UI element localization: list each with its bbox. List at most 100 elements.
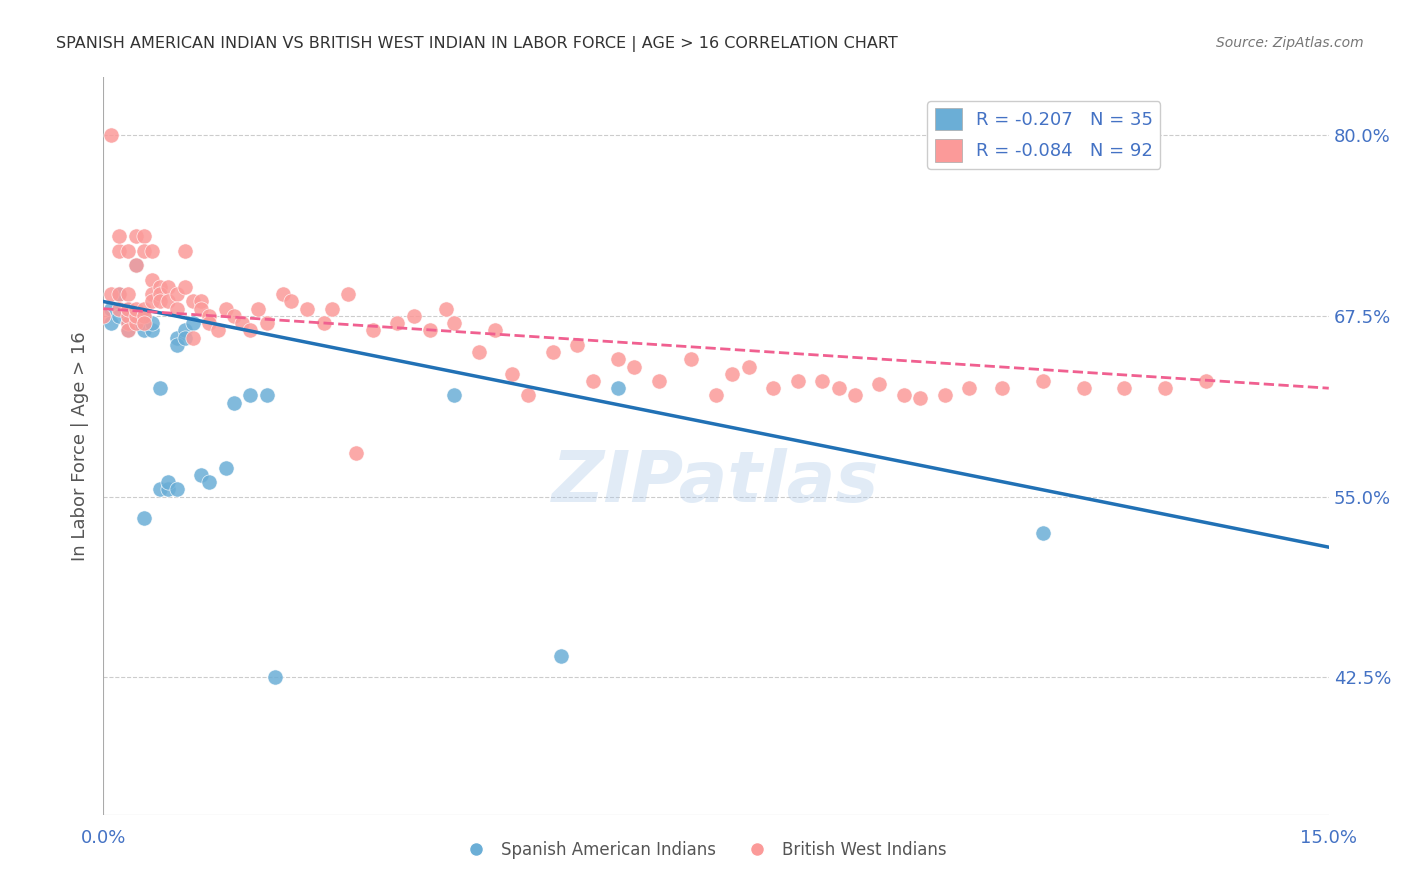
Point: [149, 280, 172, 294]
Text: SPANISH AMERICAN INDIAN VS BRITISH WEST INDIAN IN LABOR FORCE | AGE > 16 CORRELA: SPANISH AMERICAN INDIAN VS BRITISH WEST …: [56, 36, 898, 52]
Point: [737, 359, 759, 374]
Point: [1195, 374, 1218, 388]
Point: [198, 475, 221, 490]
Text: ZIPatlas: ZIPatlas: [553, 449, 880, 517]
Point: [117, 316, 139, 330]
Point: [141, 294, 163, 309]
Point: [108, 244, 131, 258]
Point: [157, 475, 180, 490]
Point: [484, 323, 506, 337]
Point: [468, 345, 491, 359]
Point: [721, 367, 744, 381]
Point: [844, 388, 866, 402]
Point: [117, 316, 139, 330]
Point: [1154, 381, 1177, 395]
Point: [256, 316, 278, 330]
Point: [125, 301, 148, 316]
Point: [173, 323, 195, 337]
Point: [173, 244, 195, 258]
Point: [957, 381, 980, 395]
Point: [132, 309, 155, 323]
Point: [1032, 525, 1054, 540]
Point: [321, 301, 343, 316]
Text: Source: ZipAtlas.com: Source: ZipAtlas.com: [1216, 36, 1364, 50]
Point: [141, 316, 163, 330]
Point: [517, 388, 540, 402]
Y-axis label: In Labor Force | Age > 16: In Labor Force | Age > 16: [72, 331, 89, 561]
Point: [108, 301, 131, 316]
Point: [346, 446, 368, 460]
Point: [239, 323, 262, 337]
Point: [231, 316, 253, 330]
Text: 15.0%: 15.0%: [1301, 829, 1357, 847]
Point: [434, 301, 457, 316]
Point: [117, 301, 139, 316]
Point: [198, 309, 221, 323]
Point: [157, 280, 180, 294]
Point: [125, 258, 148, 272]
Point: [125, 229, 148, 244]
Point: [108, 229, 131, 244]
Point: [811, 374, 834, 388]
Point: [141, 273, 163, 287]
Point: [443, 388, 465, 402]
Point: [100, 316, 122, 330]
Point: [132, 229, 155, 244]
Point: [132, 244, 155, 258]
Point: [991, 381, 1014, 395]
Point: [387, 316, 409, 330]
Point: [181, 294, 204, 309]
Point: [606, 352, 628, 367]
Point: [141, 244, 163, 258]
Point: [132, 301, 155, 316]
Point: [125, 309, 148, 323]
Point: [100, 301, 122, 316]
Point: [166, 330, 188, 344]
Point: [550, 648, 572, 663]
Point: [222, 395, 245, 409]
Point: [934, 388, 956, 402]
Point: [501, 367, 523, 381]
Point: [181, 330, 204, 344]
Point: [149, 381, 172, 395]
Point: [108, 287, 131, 301]
Point: [108, 287, 131, 301]
Point: [606, 381, 628, 395]
Point: [117, 323, 139, 337]
Point: [541, 345, 564, 359]
Point: [149, 483, 172, 497]
Point: [173, 330, 195, 344]
Point: [190, 301, 212, 316]
Point: [181, 316, 204, 330]
Point: [117, 309, 139, 323]
Point: [100, 287, 122, 301]
Legend: R = -0.207   N = 35, R = -0.084   N = 92: R = -0.207 N = 35, R = -0.084 N = 92: [928, 101, 1160, 169]
Point: [125, 316, 148, 330]
Point: [117, 323, 139, 337]
Point: [361, 323, 384, 337]
Point: [108, 309, 131, 323]
Point: [681, 352, 703, 367]
Point: [893, 388, 915, 402]
Point: [648, 374, 671, 388]
Point: [1032, 374, 1054, 388]
Point: [443, 316, 465, 330]
Point: [132, 511, 155, 525]
Point: [157, 294, 180, 309]
Point: [125, 316, 148, 330]
Point: [157, 483, 180, 497]
Legend: Spanish American Indians, British West Indians: Spanish American Indians, British West I…: [453, 835, 953, 866]
Point: [402, 309, 425, 323]
Point: [263, 670, 285, 684]
Point: [868, 376, 890, 391]
Point: [271, 287, 294, 301]
Point: [149, 294, 172, 309]
Point: [117, 287, 139, 301]
Point: [190, 467, 212, 482]
Point: [166, 483, 188, 497]
Point: [247, 301, 270, 316]
Point: [117, 301, 139, 316]
Point: [337, 287, 360, 301]
Point: [166, 338, 188, 352]
Point: [198, 316, 221, 330]
